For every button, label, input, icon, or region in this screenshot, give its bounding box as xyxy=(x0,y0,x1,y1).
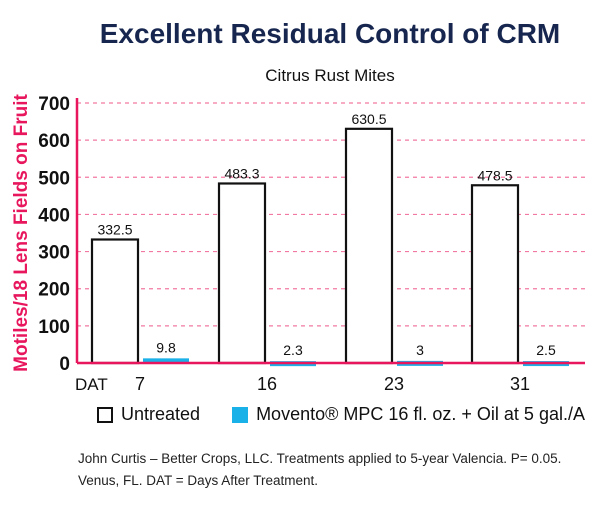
legend: Untreated Movento® MPC 16 fl. oz. + Oil … xyxy=(97,404,585,425)
bar-movento xyxy=(143,358,189,364)
data-label: 2.5 xyxy=(536,342,556,358)
y-tick-label: 100 xyxy=(38,317,70,338)
chart-title: Excellent Residual Control of CRM xyxy=(99,18,561,49)
legend-label-untreated: Untreated xyxy=(121,404,201,424)
data-label: 630.5 xyxy=(351,111,386,127)
data-label: 332.5 xyxy=(97,222,132,238)
legend-swatch-movento xyxy=(232,406,249,423)
y-tick-label: 200 xyxy=(38,280,70,301)
data-label: 9.8 xyxy=(156,339,176,355)
footnote: John Curtis – Better Crops, LLC. Treatme… xyxy=(78,448,593,492)
chart-subtitle: Citrus Rust Mites xyxy=(265,66,395,85)
y-tick-label: 400 xyxy=(38,205,70,226)
y-tick-label: 300 xyxy=(38,243,70,264)
bar-untreated xyxy=(344,127,394,365)
bar-chart: 0 100 200 300 400 500 600 700 Motiles/18 Lens Fi… xyxy=(11,94,585,394)
x-tick-label: 23 xyxy=(384,374,404,394)
y-tick-label: 0 xyxy=(59,354,70,375)
bar-untreated xyxy=(217,182,267,365)
legend-swatch-untreated xyxy=(97,406,113,423)
data-label: 2.3 xyxy=(283,342,303,358)
y-tick-label: 700 xyxy=(38,94,70,115)
y-tick-label: 500 xyxy=(38,168,70,189)
footnote-line: Venus, FL. DAT = Days After Treatment. xyxy=(78,473,318,488)
footnote-line: John Curtis – Better Crops, LLC. Treatme… xyxy=(78,451,562,466)
data-label: 483.3 xyxy=(224,165,259,181)
x-tick-label: 31 xyxy=(510,374,530,394)
x-tick-label: 16 xyxy=(257,374,277,394)
legend-label-movento: Movento® MPC 16 fl. oz. + Oil at 5 gal./… xyxy=(256,404,585,424)
x-axis-label: DAT xyxy=(75,375,108,394)
x-tick-label: 7 xyxy=(135,374,145,394)
data-label: 478.5 xyxy=(477,167,512,183)
bar-untreated xyxy=(90,238,140,365)
data-label: 3 xyxy=(416,342,424,358)
y-axis-label: Motiles/18 Lens Fields on Fruit xyxy=(11,94,32,372)
bar-untreated xyxy=(470,184,520,365)
y-tick-label: 600 xyxy=(38,131,70,152)
